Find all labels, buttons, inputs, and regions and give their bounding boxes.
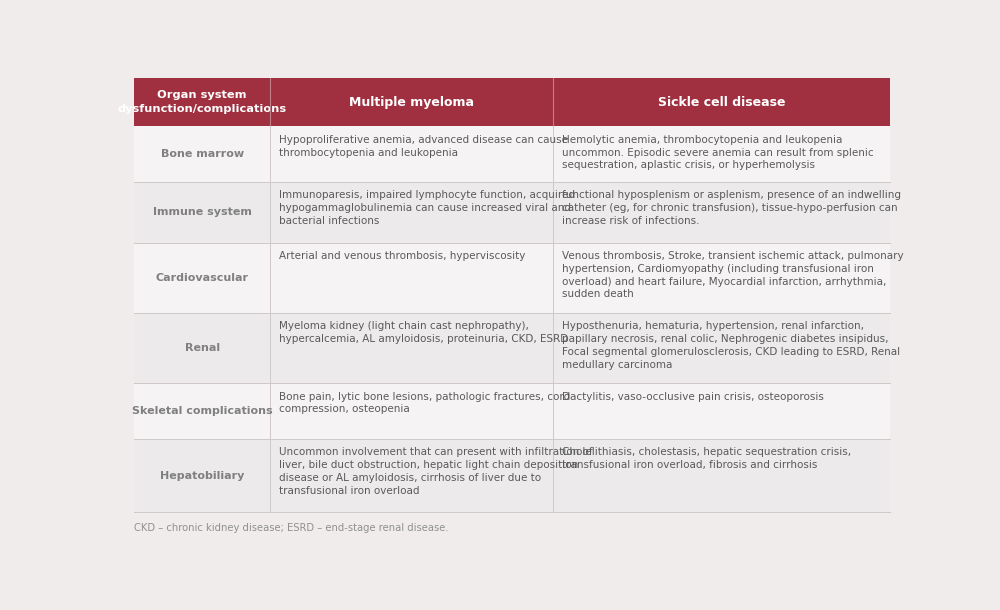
- Text: Dactylitis, vaso-occlusive pain crisis, osteoporosis: Dactylitis, vaso-occlusive pain crisis, …: [562, 392, 824, 401]
- Text: Venous thrombosis, Stroke, transient ischemic attack, pulmonary
hypertension, Ca: Venous thrombosis, Stroke, transient isc…: [562, 251, 904, 300]
- FancyBboxPatch shape: [134, 439, 890, 512]
- Text: Bone marrow: Bone marrow: [161, 149, 244, 159]
- Text: Sickle cell disease: Sickle cell disease: [658, 96, 785, 109]
- Text: functional hyposplenism or asplenism, presence of an indwelling
catheter (eg, fo: functional hyposplenism or asplenism, pr…: [562, 190, 901, 226]
- FancyBboxPatch shape: [134, 126, 890, 182]
- Text: Hypoproliferative anemia, advanced disease can cause
thrombocytopenia and leukop: Hypoproliferative anemia, advanced disea…: [279, 135, 568, 157]
- Text: Organ system
dysfunction/complications: Organ system dysfunction/complications: [118, 90, 287, 113]
- Text: Multiple myeloma: Multiple myeloma: [349, 96, 474, 109]
- Text: Myeloma kidney (light chain cast nephropathy),
hypercalcemia, AL amyloidosis, pr: Myeloma kidney (light chain cast nephrop…: [279, 321, 568, 344]
- Text: Cholelithiasis, cholestasis, hepatic sequestration crisis,
transfusional iron ov: Cholelithiasis, cholestasis, hepatic seq…: [562, 447, 851, 470]
- FancyBboxPatch shape: [134, 383, 890, 439]
- Text: Immunoparesis, impaired lymphocyte function, acquired
hypogammaglobulinemia can : Immunoparesis, impaired lymphocyte funct…: [279, 190, 575, 226]
- FancyBboxPatch shape: [134, 182, 890, 243]
- Text: Renal: Renal: [185, 343, 220, 353]
- Text: CKD – chronic kidney disease; ESRD – end-stage renal disease.: CKD – chronic kidney disease; ESRD – end…: [134, 523, 449, 533]
- Text: Cardiovascular: Cardiovascular: [156, 273, 249, 283]
- Text: Bone pain, lytic bone lesions, pathologic fractures, cord
compression, osteopeni: Bone pain, lytic bone lesions, pathologi…: [279, 392, 570, 414]
- FancyBboxPatch shape: [134, 78, 890, 126]
- FancyBboxPatch shape: [134, 313, 890, 383]
- FancyBboxPatch shape: [134, 243, 890, 313]
- Text: Immune system: Immune system: [153, 207, 252, 217]
- Text: Skeletal complications: Skeletal complications: [132, 406, 272, 416]
- Text: Hemolytic anemia, thrombocytopenia and leukopenia
uncommon. Episodic severe anem: Hemolytic anemia, thrombocytopenia and l…: [562, 135, 874, 170]
- Text: Arterial and venous thrombosis, hyperviscosity: Arterial and venous thrombosis, hypervis…: [279, 251, 526, 261]
- Text: Hyposthenuria, hematuria, hypertension, renal infarction,
papillary necrosis, re: Hyposthenuria, hematuria, hypertension, …: [562, 321, 900, 370]
- Text: Uncommon involvement that can present with infiltration of
liver, bile duct obst: Uncommon involvement that can present wi…: [279, 447, 593, 495]
- Text: Hepatobiliary: Hepatobiliary: [160, 470, 244, 481]
